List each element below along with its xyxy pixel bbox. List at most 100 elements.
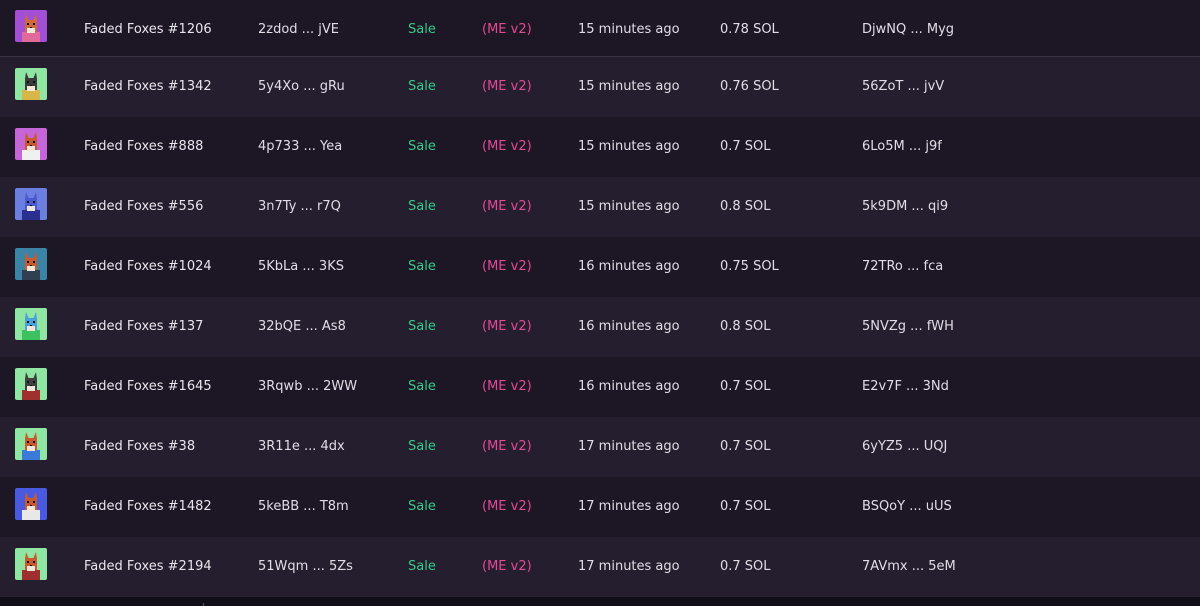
buyer-address-link[interactable]: 7AVmx ... 5eM xyxy=(862,559,956,574)
nft-thumbnail[interactable] xyxy=(15,248,47,280)
marketplace-label: (ME v2) xyxy=(482,22,532,37)
sale-price: 0.7 SOL xyxy=(720,499,771,514)
nft-name-link[interactable]: Faded Foxes #888 xyxy=(84,139,204,154)
table-row[interactable]: Faded Foxes #38 3R11e ... 4dx Sale (ME v2) 1… xyxy=(0,417,1200,477)
transaction-type: Sale xyxy=(408,259,436,274)
table-row[interactable]: Faded Foxes #556 3n7Ty ... r7Q Sale (ME v2)… xyxy=(0,177,1200,237)
buyer-address-link[interactable]: BSQoY ... uUS xyxy=(862,499,952,514)
transaction-signature-link[interactable]: 5y4Xo ... gRu xyxy=(258,79,345,94)
table-row[interactable]: Faded Foxes #2194 51Wqm ... 5Zs Sale (ME v2… xyxy=(0,537,1200,597)
transaction-signature-link[interactable]: 51Wqm ... 5Zs xyxy=(258,559,353,574)
sale-price: 0.8 SOL xyxy=(720,319,771,334)
nft-name-link[interactable]: Faded Foxes #137 xyxy=(84,319,204,334)
table-bottom-edge xyxy=(0,597,1200,606)
sale-price: 0.7 SOL xyxy=(720,139,771,154)
buyer-address-link[interactable]: 5NVZg ... fWH xyxy=(862,319,954,334)
nft-name-link[interactable]: Faded Foxes #1206 xyxy=(84,22,212,37)
marketplace-label: (ME v2) xyxy=(482,79,532,94)
nft-thumbnail[interactable] xyxy=(15,548,47,580)
transaction-type: Sale xyxy=(408,499,436,514)
transaction-signature-link[interactable]: 2zdod ... jVE xyxy=(258,22,339,37)
transaction-signature-link[interactable]: 3R11e ... 4dx xyxy=(258,439,345,454)
table-row[interactable]: Faded Foxes #1024 5KbLa ... 3KS Sale (ME v2… xyxy=(0,237,1200,297)
buyer-address-link[interactable]: E2v7F ... 3Nd xyxy=(862,379,949,394)
nft-thumbnail[interactable] xyxy=(15,188,47,220)
fox-avatar-icon xyxy=(15,548,47,580)
nft-name-link[interactable]: Faded Foxes #1645 xyxy=(84,379,212,394)
table-row[interactable]: Faded Foxes #1206 2zdod ... jVE Sale (ME v2… xyxy=(0,0,1200,57)
sale-price: 0.78 SOL xyxy=(720,22,779,37)
fox-avatar-icon xyxy=(15,188,47,220)
transaction-signature-link[interactable]: 5KbLa ... 3KS xyxy=(258,259,344,274)
buyer-address-link[interactable]: 72TRo ... fca xyxy=(862,259,944,274)
transaction-signature-link[interactable]: 3n7Ty ... r7Q xyxy=(258,199,341,214)
table-row[interactable]: Faded Foxes #1342 5y4Xo ... gRu Sale (ME v2… xyxy=(0,57,1200,117)
transaction-time: 17 minutes ago xyxy=(578,559,680,574)
nft-name-link[interactable]: Faded Foxes #2194 xyxy=(84,559,212,574)
marketplace-label: (ME v2) xyxy=(482,439,532,454)
fox-avatar-icon xyxy=(15,308,47,340)
buyer-address-link[interactable]: 56ZoT ... jvV xyxy=(862,79,945,94)
transaction-type: Sale xyxy=(408,199,436,214)
transaction-time: 15 minutes ago xyxy=(578,79,680,94)
transaction-type: Sale xyxy=(408,439,436,454)
sale-price: 0.7 SOL xyxy=(720,559,771,574)
transaction-time: 17 minutes ago xyxy=(578,499,680,514)
transaction-time: 16 minutes ago xyxy=(578,379,680,394)
table-row[interactable]: Faded Foxes #888 4p733 ... Yea Sale (ME v2)… xyxy=(0,117,1200,177)
scroll-indicator xyxy=(203,603,204,606)
buyer-address-link[interactable]: 6yYZ5 ... UQJ xyxy=(862,439,948,454)
nft-name-link[interactable]: Faded Foxes #556 xyxy=(84,199,204,214)
transaction-time: 16 minutes ago xyxy=(578,259,680,274)
table-row[interactable]: Faded Foxes #1645 3Rqwb ... 2WW Sale (ME v2… xyxy=(0,357,1200,417)
marketplace-label: (ME v2) xyxy=(482,499,532,514)
transaction-signature-link[interactable]: 5keBB ... T8m xyxy=(258,499,349,514)
nft-thumbnail[interactable] xyxy=(15,368,47,400)
sale-price: 0.7 SOL xyxy=(720,379,771,394)
nft-name-link[interactable]: Faded Foxes #1482 xyxy=(84,499,212,514)
sale-price: 0.8 SOL xyxy=(720,199,771,214)
marketplace-label: (ME v2) xyxy=(482,259,532,274)
nft-thumbnail[interactable] xyxy=(15,488,47,520)
fox-avatar-icon xyxy=(15,10,47,42)
table-row[interactable]: Faded Foxes #1482 5keBB ... T8m Sale (ME v2… xyxy=(0,477,1200,537)
buyer-address-link[interactable]: DjwNQ ... Myg xyxy=(862,22,955,37)
transaction-type: Sale xyxy=(408,559,436,574)
fox-avatar-icon xyxy=(15,68,47,100)
nft-name-link[interactable]: Faded Foxes #1342 xyxy=(84,79,212,94)
nft-name-link[interactable]: Faded Foxes #1024 xyxy=(84,259,212,274)
nft-name-link[interactable]: Faded Foxes #38 xyxy=(84,439,196,454)
transaction-time: 15 minutes ago xyxy=(578,139,680,154)
marketplace-label: (ME v2) xyxy=(482,199,532,214)
nft-thumbnail[interactable] xyxy=(15,68,47,100)
transaction-signature-link[interactable]: 3Rqwb ... 2WW xyxy=(258,379,358,394)
sale-price: 0.7 SOL xyxy=(720,439,771,454)
fox-avatar-icon xyxy=(15,488,47,520)
transaction-time: 17 minutes ago xyxy=(578,439,680,454)
nft-thumbnail[interactable] xyxy=(15,128,47,160)
transaction-type: Sale xyxy=(408,379,436,394)
fox-avatar-icon xyxy=(15,128,47,160)
fox-avatar-icon xyxy=(15,368,47,400)
transaction-time: 15 minutes ago xyxy=(578,199,680,214)
sale-price: 0.76 SOL xyxy=(720,79,779,94)
marketplace-label: (ME v2) xyxy=(482,379,532,394)
nft-thumbnail[interactable] xyxy=(15,308,47,340)
transaction-type: Sale xyxy=(408,319,436,334)
transaction-type: Sale xyxy=(408,139,436,154)
nft-thumbnail[interactable] xyxy=(15,428,47,460)
fox-avatar-icon xyxy=(15,428,47,460)
buyer-address-link[interactable]: 5k9DM ... qi9 xyxy=(862,199,949,214)
transaction-signature-link[interactable]: 32bQE ... As8 xyxy=(258,319,346,334)
transaction-signature-link[interactable]: 4p733 ... Yea xyxy=(258,139,343,154)
buyer-address-link[interactable]: 6Lo5M ... j9f xyxy=(862,139,942,154)
transaction-type: Sale xyxy=(408,79,436,94)
table-row[interactable]: Faded Foxes #137 32bQE ... As8 Sale (ME v2)… xyxy=(0,297,1200,357)
transaction-time: 16 minutes ago xyxy=(578,319,680,334)
fox-avatar-icon xyxy=(15,248,47,280)
nft-thumbnail[interactable] xyxy=(15,10,47,42)
marketplace-label: (ME v2) xyxy=(482,559,532,574)
marketplace-label: (ME v2) xyxy=(482,139,532,154)
marketplace-label: (ME v2) xyxy=(482,319,532,334)
sale-price: 0.75 SOL xyxy=(720,259,779,274)
